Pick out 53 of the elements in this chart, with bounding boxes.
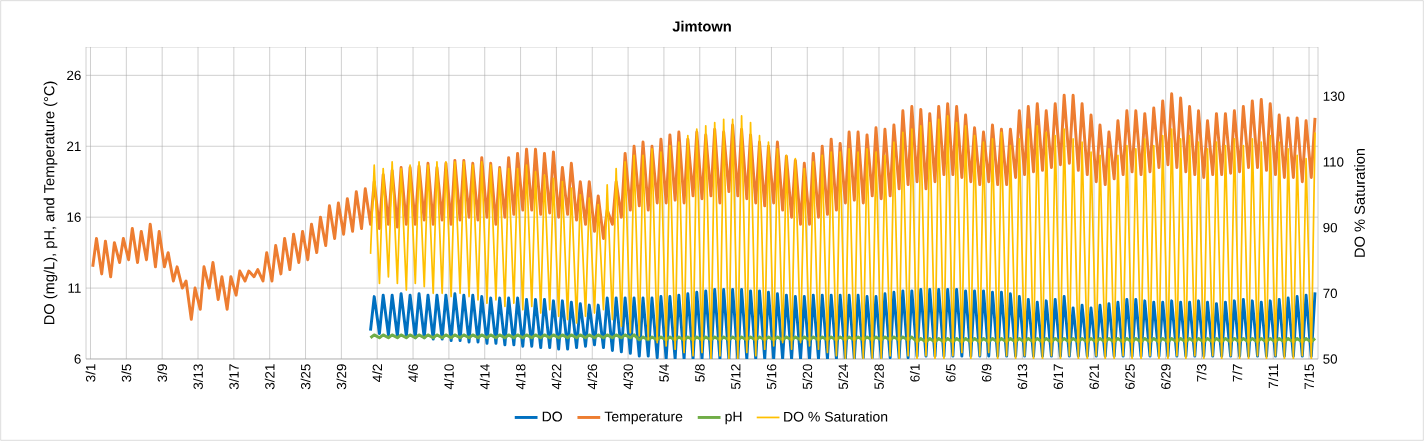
x-tick-label: 7/15: [1304, 364, 1314, 389]
x-tick-label: 6/21: [1089, 364, 1099, 389]
x-tick-label: 3/17: [228, 364, 239, 390]
line-series: [369, 115, 1316, 359]
y2-axis-title: DO % Saturation: [1354, 148, 1365, 257]
y-tick-label: 11: [68, 283, 81, 293]
x-tick-label: 6/29: [1160, 364, 1171, 389]
x-tick-label: 4/30: [623, 364, 633, 390]
x-tick-label: 4/2: [372, 364, 383, 382]
x-tick-label: 4/22: [551, 364, 562, 390]
y2-tick-label: 130: [1323, 91, 1345, 101]
x-tick-label: 6/1: [909, 364, 920, 382]
x-tick-label: 4/6: [408, 364, 418, 382]
chart-title: Jimtown: [672, 20, 731, 32]
legend-label: DO: [542, 411, 562, 422]
x-tick-label: 4/14: [479, 364, 490, 390]
y-tick-label: 26: [67, 70, 81, 81]
x-tick-label: 6/13: [1017, 364, 1028, 389]
y2-tick-label: 90: [1323, 222, 1338, 233]
x-tick-label: 5/16: [766, 364, 777, 390]
legend-label: pH: [725, 411, 742, 425]
x-tick-label: 5/4: [659, 364, 669, 382]
x-tick-label: 7/11: [1268, 364, 1279, 388]
x-tick-label: 5/24: [838, 364, 849, 390]
y-tick-label: 6: [74, 354, 81, 364]
legend-label: DO % Saturation: [784, 411, 888, 422]
x-tick-label: 6/9: [981, 364, 992, 382]
y2-tick-label: 110: [1323, 157, 1344, 167]
x-tick-label: 5/8: [694, 364, 705, 382]
x-tick-label: 3/29: [336, 364, 347, 390]
x-tick-label: 6/25: [1124, 364, 1135, 389]
legend-label: Temperature: [604, 411, 683, 425]
x-tick-label: 4/18: [515, 364, 526, 390]
x-tick-label: 3/21: [264, 364, 275, 390]
x-tick-label: 3/9: [157, 364, 168, 382]
y-tick-label: 16: [67, 212, 81, 222]
x-tick-label: 7/7: [1232, 364, 1243, 382]
x-tick-label: 3/25: [300, 364, 311, 390]
y-axis-title: DO (mg/L), pH, and Temperature (°C): [43, 81, 58, 325]
x-tick-label: 7/3: [1196, 364, 1207, 382]
x-tick-label: 4/26: [587, 364, 598, 390]
x-tick-label: 6/5: [945, 364, 956, 382]
y2-tick-label: 70: [1323, 288, 1338, 299]
y-tick-label: 21: [67, 141, 81, 151]
x-tick-label: 3/5: [121, 364, 132, 382]
x-tick-label: 3/1: [85, 364, 96, 382]
x-tick-label: 3/13: [193, 364, 203, 390]
y2-tick-label: 50: [1323, 354, 1338, 364]
x-tick-label: 5/12: [730, 364, 741, 390]
x-tick-label: 4/10: [444, 364, 454, 390]
x-tick-label: 5/20: [802, 364, 813, 390]
x-tick-label: 5/28: [874, 364, 884, 390]
x-tick-label: 6/17: [1053, 364, 1064, 389]
